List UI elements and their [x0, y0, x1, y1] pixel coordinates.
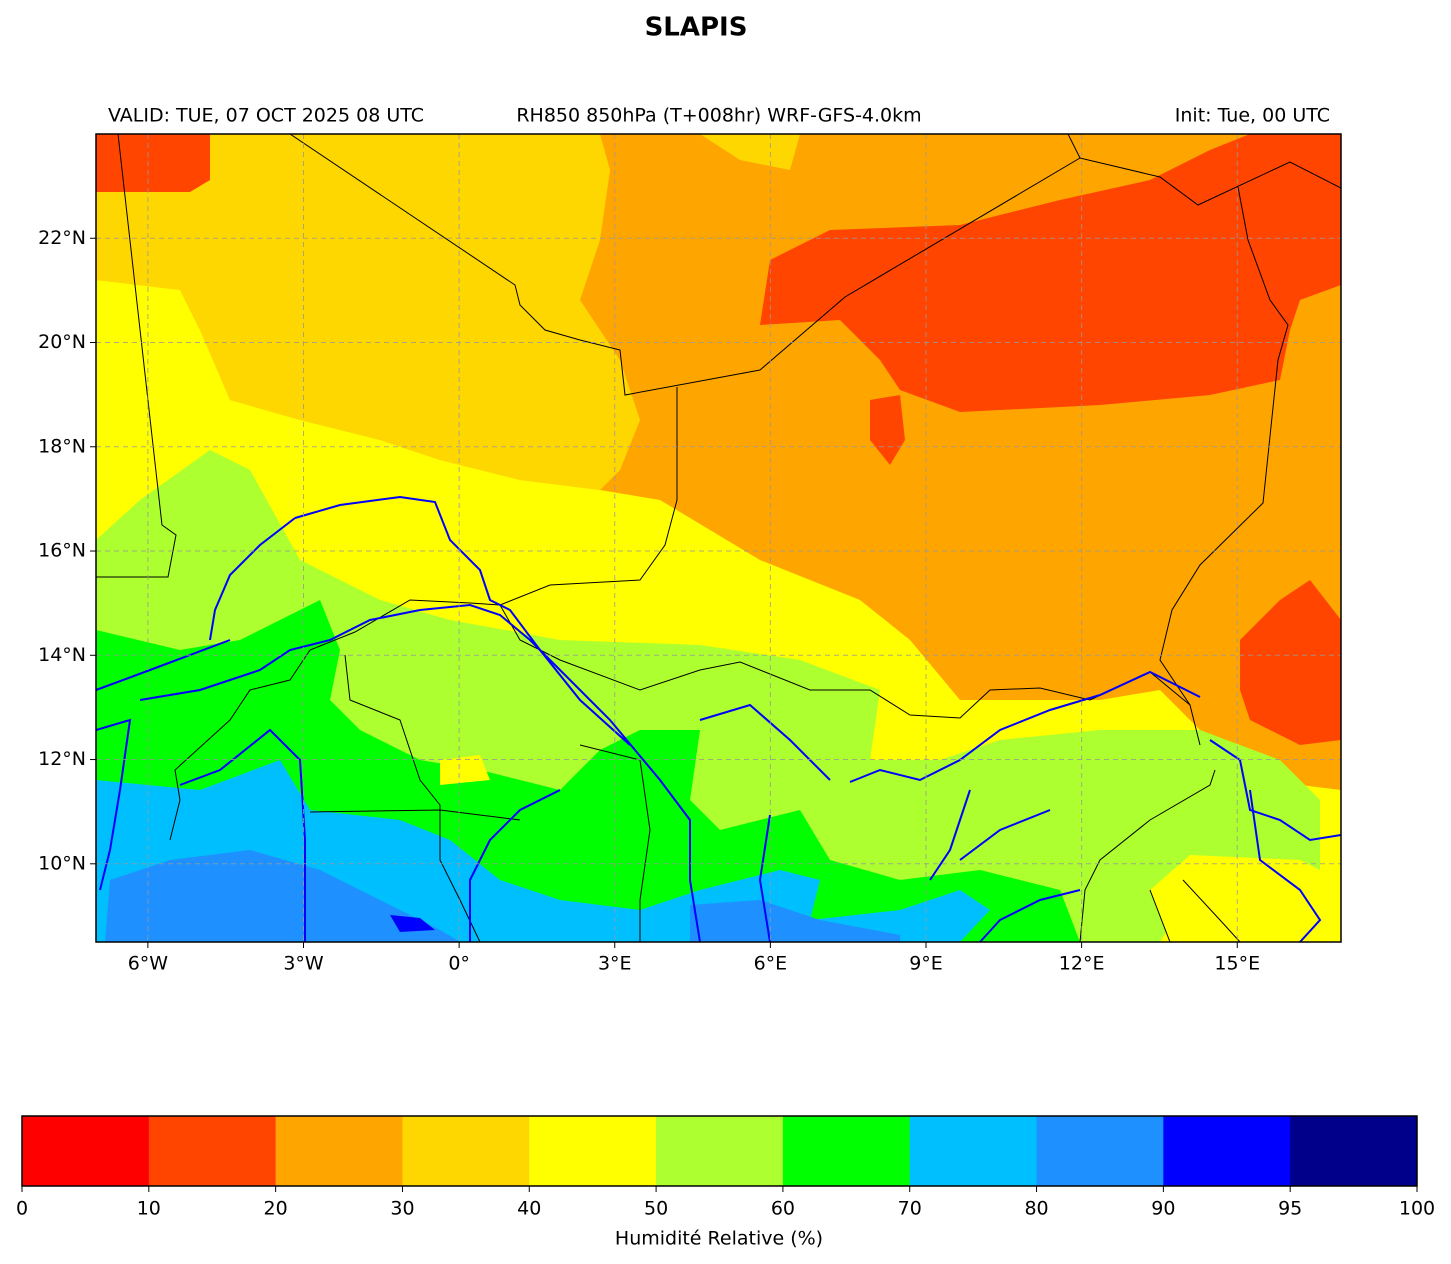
- map-frame: [95, 133, 1342, 943]
- colorbar-tick-label: 80: [1024, 1198, 1048, 1220]
- colorbar-tick-label: 0: [16, 1198, 28, 1220]
- colorbar-segment: [1163, 1116, 1291, 1186]
- country-border: [344, 654, 481, 942]
- country-border: [169, 387, 678, 841]
- subtitle-left: VALID: TUE, 07 OCT 2025 08 UTC: [108, 105, 424, 127]
- country-border: [289, 134, 1341, 396]
- field-region: [390, 915, 435, 932]
- y-tick-label: 14°N: [38, 644, 86, 666]
- colorbar-tick-label: 100: [1399, 1198, 1435, 1220]
- y-tick-label: 12°N: [38, 748, 86, 770]
- colorbar-segment: [529, 1116, 657, 1186]
- colorbar-tick-label: 70: [898, 1198, 922, 1220]
- river: [959, 739, 1341, 942]
- y-tick-label: 10°N: [38, 852, 86, 874]
- field-region: [105, 850, 460, 942]
- colorbar-segment: [1290, 1116, 1418, 1186]
- colorbar-segment: [275, 1116, 403, 1186]
- subtitle-right: Init: Tue, 00 UTC: [1175, 105, 1330, 127]
- x-tick-label: 15°E: [1214, 953, 1260, 975]
- country-border: [1159, 186, 1289, 746]
- colorbar-tick-label: 10: [137, 1198, 161, 1220]
- x-tick-label: 9°E: [909, 953, 943, 975]
- colorbar-segment: [148, 1116, 277, 1186]
- river: [209, 517, 296, 641]
- field-region: [870, 395, 905, 465]
- y-tick-label: 20°N: [38, 331, 86, 353]
- colorbar-label: Humidité Relative (%): [615, 1228, 823, 1250]
- colorbar-segment: [909, 1116, 1038, 1186]
- y-tick-label: 16°N: [38, 540, 86, 562]
- y-tick-label: 22°N: [38, 227, 86, 249]
- river: [294, 495, 631, 746]
- river: [96, 603, 701, 942]
- colorbar-segment: [782, 1116, 911, 1186]
- field-region: [1160, 862, 1325, 942]
- country-border: [1079, 769, 1241, 942]
- colorbar-tick-label: 30: [390, 1198, 414, 1220]
- colorbar-segment: [656, 1116, 784, 1186]
- colorbar-segment: [1036, 1116, 1164, 1186]
- colorbar-tick-label: 20: [264, 1198, 288, 1220]
- field-region: [440, 755, 490, 785]
- field-region: [96, 134, 640, 490]
- country-border: [96, 134, 177, 578]
- x-tick-label: 3°E: [598, 953, 632, 975]
- subtitle-center: RH850 850hPa (T+008hr) WRF-GFS-4.0km: [516, 105, 921, 127]
- x-tick-label: 6°W: [128, 953, 169, 975]
- country-border: [499, 604, 1191, 719]
- country-border: [1067, 134, 1081, 159]
- colorbar-frame: [21, 1115, 1418, 1187]
- colorbar-tick-label: 95: [1278, 1198, 1302, 1220]
- colorbar-tick-label: 50: [644, 1198, 668, 1220]
- country-border: [309, 744, 651, 942]
- field-region: [690, 900, 900, 942]
- river: [469, 789, 971, 942]
- field-region: [700, 134, 800, 170]
- y-tick-label: 18°N: [38, 435, 86, 457]
- colorbar-tick-label: 40: [517, 1198, 541, 1220]
- colorbar-tick-label: 60: [771, 1198, 795, 1220]
- chart-title: SLAPIS: [645, 13, 748, 43]
- field-region: [1240, 580, 1341, 745]
- x-tick-label: 3°W: [283, 953, 324, 975]
- map-field: [96, 134, 1341, 942]
- colorbar-segment: [22, 1116, 150, 1186]
- field-region: [96, 134, 210, 192]
- x-tick-label: 12°E: [1059, 953, 1105, 975]
- colorbar-tick-label: 90: [1151, 1198, 1175, 1220]
- colorbar-segment: [402, 1116, 530, 1186]
- x-tick-label: 0°: [448, 953, 470, 975]
- x-tick-label: 6°E: [754, 953, 788, 975]
